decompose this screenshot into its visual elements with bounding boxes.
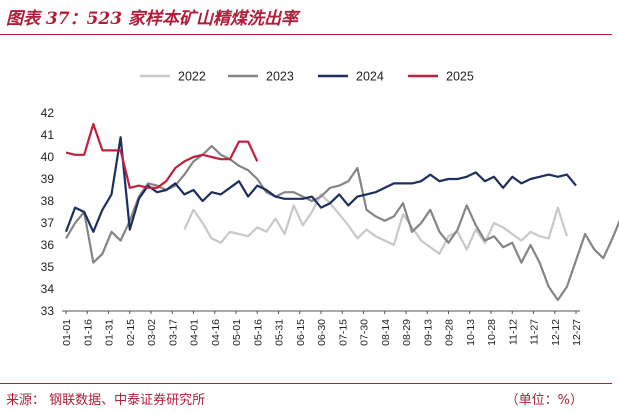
legend-label-2025: 2025 [446,70,474,84]
unit-note: （单位：%） [505,393,583,408]
chart-title: 图表 37：523 家样本矿山精煤洗出率 [6,9,298,29]
x-tick-label: 06-30 [316,319,328,346]
x-tick-label: 03-02 [146,319,158,346]
y-tick-label: 35 [41,260,55,274]
x-tick-label: 04-01 [189,319,201,346]
source-note: 来源： 钢联数据、中泰证券研究所 [6,393,206,408]
x-tick-label: 04-16 [210,319,222,346]
x-tick-label: 05-01 [231,319,243,346]
x-tick-label: 02-15 [125,319,137,346]
x-tick-label: 10-28 [486,319,498,346]
y-axis: 33 34 35 36 37 38 39 40 41 42 [41,106,55,318]
footer-rule [0,383,612,384]
x-tick-label: 05-31 [274,319,286,346]
x-tick-label: 07-15 [337,319,349,346]
y-tick-label: 33 [41,304,55,318]
x-tick-label: 03-17 [167,319,179,346]
x-tick-label: 07-30 [359,319,371,346]
legend-label-2022: 2022 [178,70,206,84]
x-tick-label: 10-13 [465,319,477,346]
series-layer [64,122,619,302]
x-tick-label: 01-31 [104,319,116,346]
x-tick-label: 08-14 [380,319,392,346]
x-tick-label: 06-15 [295,319,307,346]
y-tick-label: 41 [41,128,55,142]
y-tick-label: 39 [41,172,55,186]
y-tick-label: 36 [41,238,55,252]
series-line-2023 [65,144,619,302]
x-tick-label: 01-16 [82,319,94,346]
x-tick-label: 11-12 [507,319,519,345]
legend-label-2024: 2024 [356,70,384,84]
x-tick-label: 01-01 [61,319,73,346]
title-rule [0,34,612,35]
x-tick-label: 12-12 [550,319,562,346]
y-tick-label: 38 [41,194,55,208]
x-tick-label: 12-27 [571,319,583,346]
y-tick-label: 37 [41,216,55,230]
y-tick-label: 34 [41,282,55,296]
y-tick-label: 42 [41,106,55,120]
series-line-2022 [183,193,568,255]
x-axis: 01-01 01-16 01-31 02-15 03-02 03-17 04-01 04-16… [61,310,583,346]
x-tick-label: 08-29 [401,319,413,346]
legend: 2022 2023 2024 2025 [140,70,474,84]
series-line-2025 [65,122,259,189]
x-tick-label: 05-16 [252,319,264,346]
x-tick-label: 09-28 [444,319,456,346]
x-tick-label: 11-27 [529,319,541,345]
y-tick-label: 40 [41,150,55,164]
legend-label-2023: 2023 [266,70,294,84]
x-tick-label: 09-13 [422,319,434,346]
series-line-2024 [64,136,577,233]
